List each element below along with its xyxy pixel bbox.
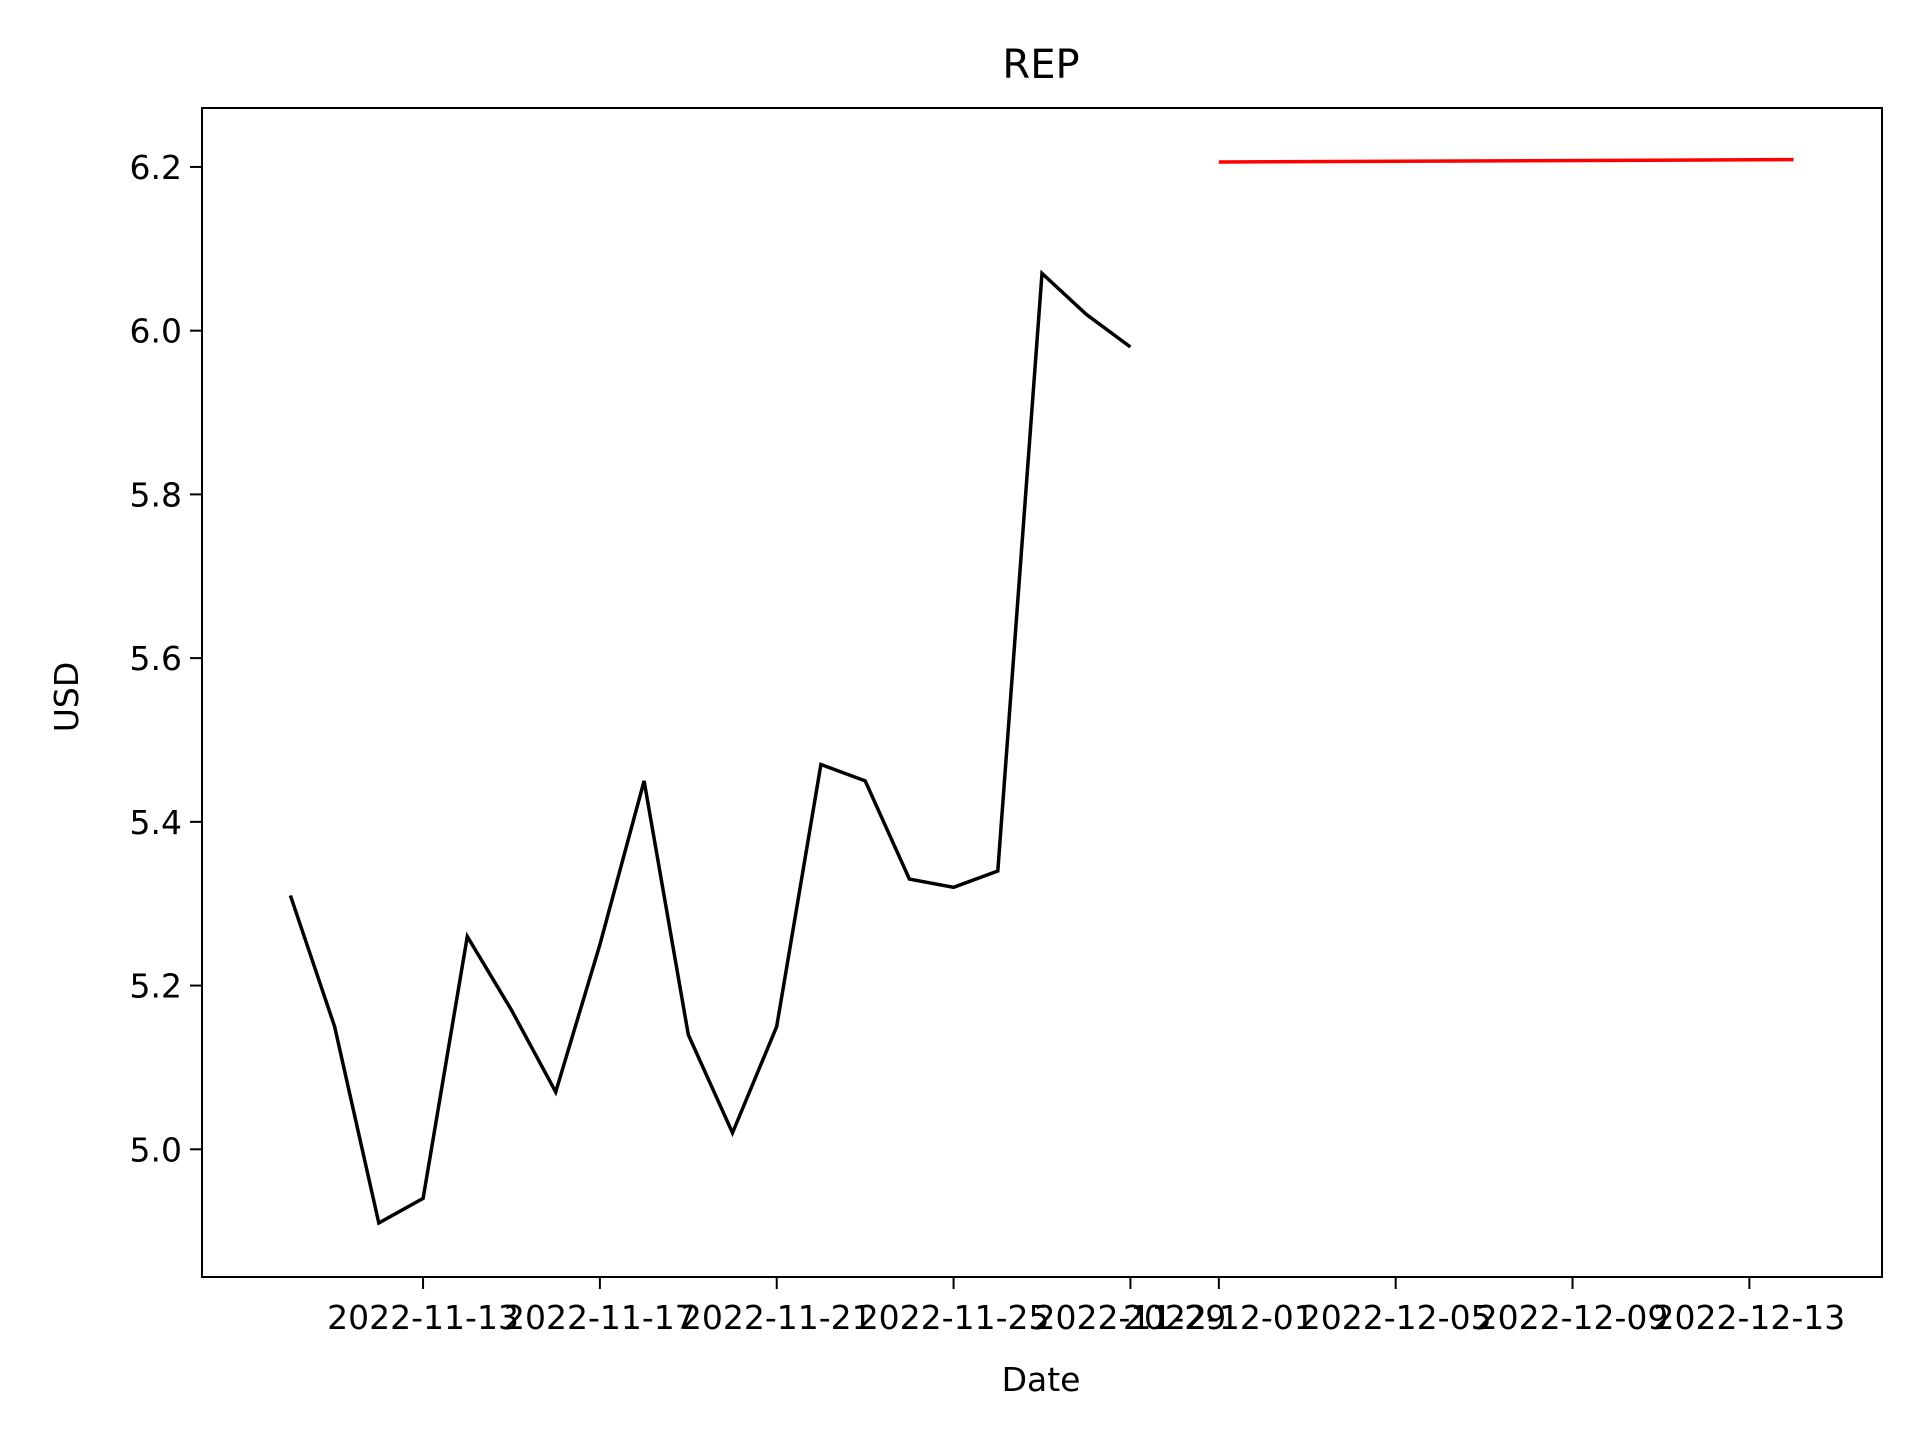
x-tick-label: 2022-11-13: [327, 1298, 519, 1337]
chart-title: REP: [1002, 42, 1079, 88]
x-tick-label: 2022-11-17: [504, 1298, 696, 1337]
y-tick-label: 6.2: [130, 148, 182, 187]
series-layer: [288, 157, 1794, 1226]
y-axis-label: USD: [47, 662, 86, 733]
y-tick-label: 5.0: [130, 1130, 182, 1169]
x-tick-label: 2022-11-29: [1035, 1298, 1227, 1337]
x-tick-label: 2022-12-09: [1477, 1298, 1669, 1337]
x-tick-label: 2022-12-01: [1123, 1298, 1315, 1337]
x-axis-label: Date: [1002, 1360, 1081, 1399]
x-tick-label: 2022-11-21: [681, 1298, 873, 1337]
y-tick-label: 5.2: [130, 967, 182, 1006]
x-tick-label: 2022-11-25: [858, 1298, 1050, 1337]
y-tick-label: 5.8: [130, 475, 182, 514]
y-axis-ticks: 5.0 5.2 5.4 5.6 5.8 6.0 6.2: [130, 148, 202, 1169]
x-tick-label: 2022-12-13: [1653, 1298, 1845, 1337]
x-axis-ticks: 2022-11-132022-11-172022-11-212022-11-25…: [327, 1277, 1845, 1337]
x-tick-label: 2022-12-05: [1300, 1298, 1492, 1337]
series-line-1: [288, 269, 1132, 1226]
y-tick-label: 6.0: [130, 312, 182, 351]
plot-frame: [201, 107, 1883, 1278]
y-tick-label: 5.4: [130, 803, 182, 842]
series-line-2: [1218, 157, 1794, 164]
y-tick-label: 5.6: [130, 639, 182, 678]
